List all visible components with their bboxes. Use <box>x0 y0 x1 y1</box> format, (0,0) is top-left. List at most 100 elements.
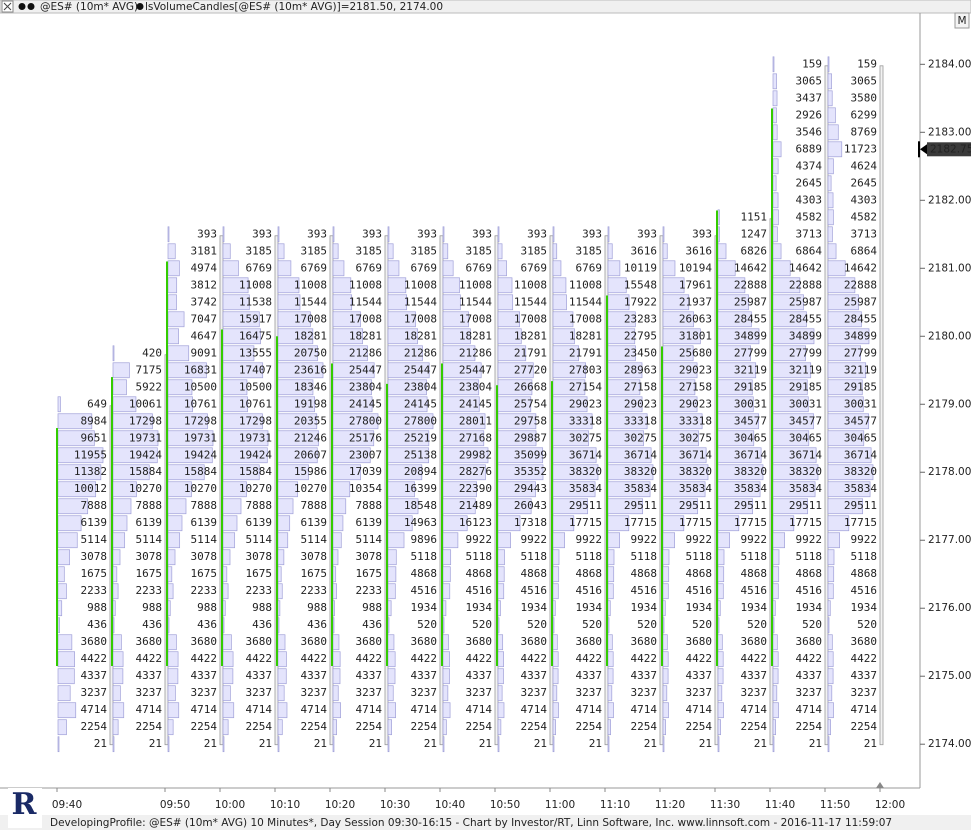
volume-label: 3237 <box>136 686 163 699</box>
volume-label: 15884 <box>129 465 162 478</box>
volume-label: 23804 <box>404 380 437 393</box>
last-price-pointer <box>920 144 927 155</box>
candle-body <box>441 363 443 667</box>
volume-bar <box>332 736 335 753</box>
volume-label: 33318 <box>679 414 712 427</box>
volume-label: 25219 <box>404 431 437 444</box>
volume-bar <box>277 668 287 685</box>
volume-label: 2254 <box>81 720 108 733</box>
volume-bar <box>57 549 70 566</box>
volume-label: 14642 <box>844 261 877 274</box>
volume-label: 7047 <box>191 312 218 325</box>
volume-bar <box>332 515 344 532</box>
volume-label: 988 <box>252 601 272 614</box>
candle-body <box>661 346 663 667</box>
volume-label: 4422 <box>686 652 713 665</box>
volume-bar <box>717 736 720 753</box>
volume-bar <box>772 124 778 141</box>
volume-label: 27720 <box>514 363 547 376</box>
volume-label: 159 <box>802 57 822 70</box>
volume-label: 25987 <box>844 295 877 308</box>
volume-bar <box>607 600 611 617</box>
volume-label: 4337 <box>466 669 493 682</box>
volume-bar <box>167 277 178 294</box>
volume-bar <box>57 736 60 753</box>
volume-label: 3680 <box>576 635 603 648</box>
volume-label: 17008 <box>349 312 382 325</box>
volume-label: 21 <box>534 737 547 750</box>
volume-bar <box>552 243 558 260</box>
volume-label: 11544 <box>459 295 492 308</box>
volume-label: 21 <box>864 737 877 750</box>
volume-bar <box>772 260 791 277</box>
volume-bar <box>167 617 170 634</box>
x-tick-label: 11:30 <box>710 799 740 811</box>
volume-label: 32119 <box>734 363 767 376</box>
volume-bar <box>717 685 723 702</box>
volume-label: 1934 <box>521 601 548 614</box>
volume-label: 9922 <box>466 533 493 546</box>
volume-label: 30465 <box>734 431 767 444</box>
volume-label: 28011 <box>459 414 492 427</box>
volume-label: 6769 <box>356 261 383 274</box>
volume-label: 38320 <box>569 465 602 478</box>
volume-label: 6769 <box>521 261 548 274</box>
volume-label: 988 <box>307 601 327 614</box>
volume-bar <box>827 294 859 311</box>
y-tick-label: 2177.00 <box>928 534 971 546</box>
volume-label: 3237 <box>631 686 658 699</box>
volume-bar <box>332 634 340 651</box>
volume-bar <box>717 209 720 226</box>
volume-label: 4422 <box>631 652 658 665</box>
volume-bar <box>827 192 834 209</box>
volume-bar <box>827 345 861 362</box>
volume-bar <box>332 243 339 260</box>
volume-label: 4337 <box>246 669 273 682</box>
volume-label: 16123 <box>459 516 492 529</box>
volume-bar <box>717 634 723 651</box>
volume-label: 34577 <box>734 414 767 427</box>
volume-label: 25447 <box>349 363 382 376</box>
volume-label: 18346 <box>294 380 327 393</box>
volume-label: 436 <box>307 618 327 631</box>
volume-bar <box>607 668 614 685</box>
volume-label: 34899 <box>844 329 877 342</box>
volume-bar <box>717 260 736 277</box>
volume-bar <box>222 736 225 753</box>
volume-label: 393 <box>362 227 382 240</box>
m-button[interactable] <box>954 12 970 29</box>
volume-label: 18548 <box>404 499 437 512</box>
volume-label: 2645 <box>796 176 823 189</box>
volume-label: 1934 <box>686 601 713 614</box>
volume-label: 4374 <box>796 159 823 172</box>
m-button-label[interactable]: M <box>957 15 966 27</box>
volume-bar <box>387 719 392 736</box>
volume-bar <box>552 634 558 651</box>
volume-label: 2926 <box>796 108 823 121</box>
volume-label: 4714 <box>631 703 658 716</box>
volume-bar <box>277 243 285 260</box>
volume-label: 1675 <box>136 567 163 580</box>
volume-label: 2254 <box>191 720 218 733</box>
volume-label: 159 <box>857 57 877 70</box>
volume-bar <box>662 566 670 583</box>
volume-label: 4422 <box>246 652 273 665</box>
volume-bar <box>167 311 185 328</box>
volume-label: 7175 <box>136 363 163 376</box>
volume-label: 11008 <box>294 278 327 291</box>
volume-label: 14642 <box>789 261 822 274</box>
volume-bar <box>112 566 118 583</box>
volume-label: 393 <box>307 227 327 240</box>
volume-bar <box>277 532 289 549</box>
volume-label: 10500 <box>184 380 217 393</box>
volume-bar <box>57 719 67 736</box>
volume-bar <box>387 277 407 294</box>
volume-label: 27799 <box>789 346 822 359</box>
volume-label: 19198 <box>294 397 327 410</box>
volume-label: 3237 <box>246 686 273 699</box>
volume-label: 1934 <box>851 601 878 614</box>
volume-label: 36714 <box>569 448 602 461</box>
volume-label: 3742 <box>191 295 218 308</box>
volume-label: 21 <box>259 737 272 750</box>
header-symbol: @ES# (10m* AVG) <box>40 1 138 13</box>
